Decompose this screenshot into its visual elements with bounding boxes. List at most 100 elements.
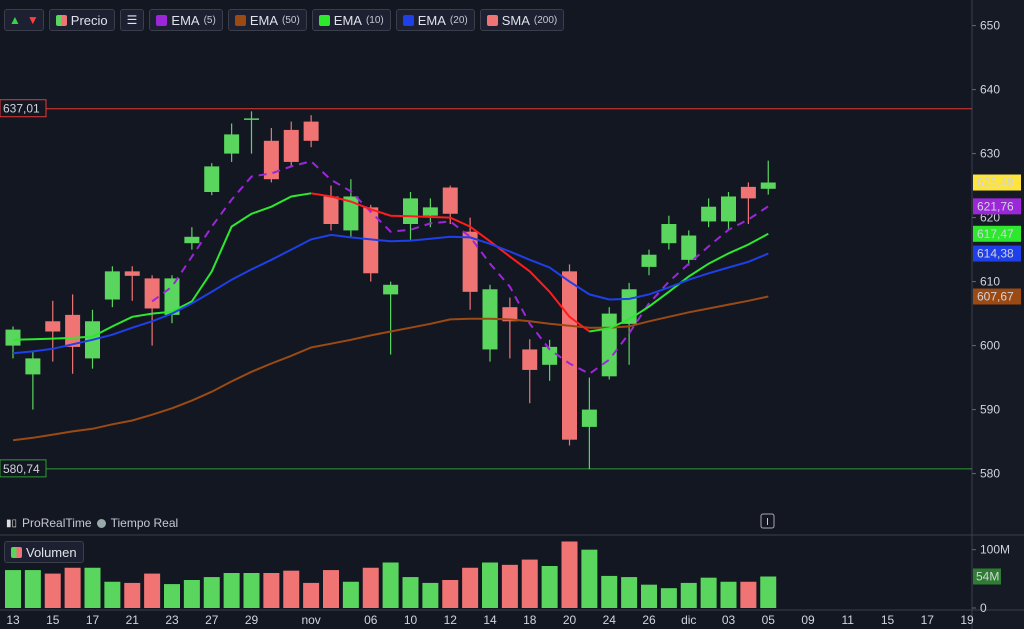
volume-bar — [183, 580, 200, 608]
last-value-box — [973, 225, 1021, 242]
y-tick-label: 650 — [980, 19, 1000, 33]
info-icon[interactable] — [760, 513, 775, 529]
y-tick-label: 600 — [980, 339, 1000, 353]
legend-label: Volumen — [26, 544, 77, 560]
volume-bar — [84, 567, 101, 608]
x-tick-label: 12 — [444, 613, 458, 627]
candle-icon: ▮▯ — [6, 517, 18, 529]
candle-body — [65, 314, 81, 347]
volume-bar — [641, 584, 657, 608]
candle-body — [581, 409, 597, 427]
volume-bar — [621, 577, 638, 608]
candle-body — [144, 278, 160, 309]
volume-bar — [601, 575, 618, 608]
volume-bar — [362, 567, 379, 608]
legend-label: SMA — [501, 12, 530, 28]
candle-body — [323, 196, 339, 224]
swatch — [486, 14, 498, 26]
volume-bar — [521, 559, 538, 608]
candle-body — [5, 329, 21, 346]
indicator-button[interactable]: EMA (5) — [149, 9, 223, 31]
status-dot — [96, 518, 106, 528]
candle-body — [502, 307, 518, 322]
volume-bar — [720, 581, 737, 608]
x-tick-label: 17 — [86, 613, 100, 627]
arrow-buttons[interactable]: ▲ ▼ — [4, 9, 44, 31]
volume-bar — [164, 584, 180, 608]
up-arrow[interactable]: ▲ — [9, 13, 21, 27]
indicator-button[interactable]: SMA (200) — [479, 9, 565, 31]
last-value-label: 607,67 — [977, 290, 1014, 304]
x-tick-label: 06 — [364, 613, 378, 627]
y-tick-label: 610 — [980, 275, 1000, 289]
volume-bar — [223, 573, 240, 608]
price-legend[interactable]: Precio — [48, 9, 115, 31]
volume-bar — [124, 582, 141, 608]
x-tick-label: 23 — [165, 613, 179, 627]
candle-body — [701, 206, 717, 222]
swatch — [11, 546, 22, 558]
volume-bar — [382, 562, 399, 608]
swatch — [55, 14, 67, 26]
down-arrow[interactable]: ▼ — [26, 13, 39, 27]
x-tick-label: 11 — [842, 613, 855, 627]
indicator-button[interactable]: EMA (10) — [311, 9, 391, 31]
legend-period: (20) — [449, 14, 468, 26]
x-tick-label: 03 — [722, 613, 736, 627]
volume-bar — [263, 573, 280, 608]
volume-bar — [104, 581, 121, 608]
candle-body — [25, 358, 41, 375]
volume-bar — [323, 570, 339, 608]
volume-bar — [541, 566, 558, 608]
swatch — [318, 14, 330, 26]
last-value-box — [973, 174, 1021, 191]
candle-body — [303, 121, 319, 141]
indicator-button[interactable]: EMA (20) — [395, 9, 475, 31]
indicator-line — [12, 295, 769, 442]
last-value-box — [973, 288, 1021, 305]
candle-body — [124, 271, 140, 276]
volume-bar — [700, 577, 717, 608]
candle-body — [45, 321, 61, 332]
volume-bar — [64, 567, 81, 608]
brand: ProRealTime — [22, 516, 92, 530]
candle-body — [601, 313, 617, 377]
x-tick-label: 05 — [762, 613, 776, 627]
candle-body — [164, 278, 180, 315]
candle-body — [244, 118, 259, 120]
volume-legend[interactable]: Volumen — [4, 541, 84, 563]
candle-body — [542, 346, 558, 365]
y-tick-label: 590 — [980, 403, 1000, 417]
candle-body — [204, 166, 220, 192]
volume-bar — [203, 577, 220, 608]
volume-bar — [680, 582, 697, 608]
volume-bar — [283, 570, 300, 608]
legend-period: (10) — [365, 14, 384, 26]
candle-body — [403, 198, 418, 224]
volume-bar — [740, 581, 757, 608]
y-tick-label: 630 — [980, 147, 1000, 161]
swatch — [234, 14, 246, 26]
footer: ▮▯ ProRealTime Tiempo Real — [6, 516, 178, 530]
indicator-line — [151, 160, 769, 375]
swatch — [402, 14, 414, 26]
x-tick-label: dic — [681, 613, 696, 627]
candle-body — [263, 140, 279, 180]
candle-body — [641, 254, 657, 267]
level-label: 637,01 — [3, 102, 40, 116]
list-button[interactable]: ☰ — [119, 9, 145, 31]
legend-period: (200) — [533, 14, 558, 26]
level-label-box — [0, 459, 47, 478]
x-tick-label: 19 — [960, 613, 974, 627]
x-tick-label: 18 — [523, 613, 537, 627]
x-tick-label: 27 — [205, 613, 219, 627]
x-tick-label: nov — [301, 613, 320, 627]
x-tick-label: 09 — [801, 613, 815, 627]
indicator-line — [310, 192, 590, 333]
indicator-button[interactable]: EMA (50) — [227, 9, 307, 31]
volume-bar — [24, 570, 41, 608]
candle-body — [462, 231, 478, 292]
mode: Tiempo Real — [110, 516, 179, 530]
candle-body — [562, 271, 577, 440]
